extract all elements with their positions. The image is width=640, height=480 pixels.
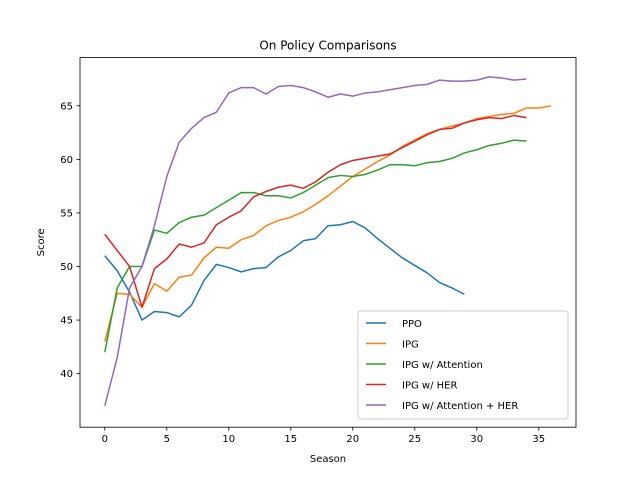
legend-label: PPO — [402, 319, 422, 330]
x-tick-label: 15 — [284, 434, 297, 445]
legend-label: IPG — [402, 340, 419, 351]
y-tick-label: 55 — [60, 208, 73, 219]
x-tick-label: 30 — [470, 434, 483, 445]
y-tick-label: 50 — [60, 262, 73, 273]
legend-label: IPG w/ HER — [402, 381, 457, 392]
y-tick-label: 65 — [60, 101, 73, 112]
x-tick-label: 5 — [164, 434, 170, 445]
legend-label: IPG w/ Attention + HER — [402, 401, 518, 412]
x-tick-label: 10 — [222, 434, 235, 445]
x-axis: 0 5 10 15 20 25 30 35 — [102, 427, 545, 445]
series-line-4 — [104, 76, 527, 406]
y-axis-label: Score — [36, 228, 47, 256]
y-tick-label: 60 — [60, 155, 73, 166]
y-tick-label: 40 — [60, 369, 73, 380]
series-line-3 — [104, 114, 527, 308]
series-line-0 — [104, 220, 465, 321]
x-tick-label: 25 — [408, 434, 421, 445]
y-tick-label: 45 — [60, 316, 73, 327]
chart-title: On Policy Comparisons — [259, 39, 396, 53]
series-line-1 — [104, 105, 552, 342]
x-tick-label: 35 — [532, 434, 545, 445]
x-axis-label: Season — [310, 454, 346, 465]
x-tick-label: 0 — [102, 434, 108, 445]
y-axis: 40 45 50 55 60 65 — [60, 101, 80, 380]
plot-area — [79, 57, 577, 428]
legend: PPO IPG IPG w/ Attention IPG w/ HER IPG w/ A… — [357, 310, 569, 420]
legend-label: IPG w/ Attention — [402, 360, 483, 371]
x-tick-label: 20 — [346, 434, 359, 445]
series-layer — [104, 76, 552, 406]
series-line-2 — [104, 139, 527, 353]
legend-box — [357, 310, 569, 420]
plot-frame — [79, 57, 577, 428]
